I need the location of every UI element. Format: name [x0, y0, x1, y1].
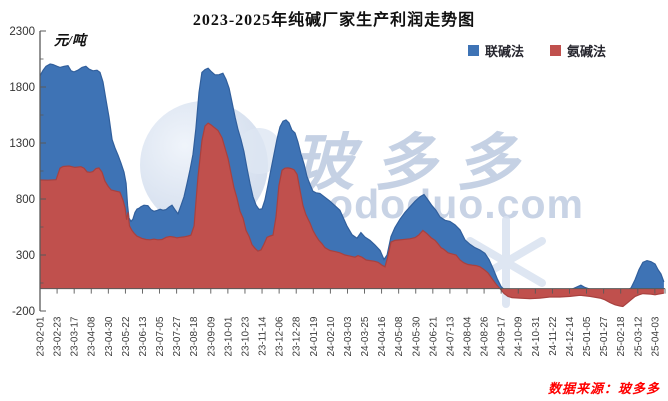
- x-tick-label: 23-02-01: [36, 316, 47, 356]
- legend-label-anjianfa: 氨碱法: [567, 44, 607, 59]
- x-tick-label: 24-10-31: [531, 316, 542, 356]
- x-tick-label: 24-10-09: [514, 316, 525, 356]
- x-tick-label: 23-09-09: [206, 316, 217, 356]
- x-tick-label: 24-08-04: [463, 316, 474, 356]
- x-tick-label: 24-11-22: [548, 316, 559, 356]
- y-axis-unit-label: 元/吨: [54, 34, 86, 49]
- x-tick-label: 24-03-25: [360, 316, 371, 356]
- y-tick-label: 1800: [9, 82, 35, 94]
- legend-swatch-blue-icon: [468, 45, 479, 56]
- legend-item-lianjianfa: 联碱法: [468, 41, 524, 60]
- x-tick-label: 23-06-13: [138, 316, 149, 356]
- x-tick-label: 25-03-12: [633, 316, 644, 356]
- y-tick-label: -200: [12, 306, 35, 318]
- x-tick-label: 23-07-05: [155, 316, 166, 356]
- x-tick-label: 24-05-30: [411, 316, 422, 356]
- x-tick-label: 24-06-21: [428, 316, 439, 356]
- x-tick-label: 24-03-03: [343, 316, 354, 356]
- y-tick-label: 300: [16, 250, 35, 262]
- x-tick-label: 24-08-26: [480, 316, 491, 356]
- x-tick-label: 23-11-14: [258, 316, 269, 356]
- legend-item-anjianfa: 氨碱法: [550, 41, 606, 60]
- x-tick-label: 23-04-08: [87, 316, 98, 356]
- y-tick-label: 2300: [9, 26, 35, 38]
- y-tick-label: 1300: [9, 138, 35, 150]
- x-tick-label: 23-08-18: [189, 316, 200, 356]
- x-tick-label: 23-03-17: [70, 316, 81, 356]
- y-tick-label: 800: [16, 194, 35, 206]
- x-tick-label: 23-10-01: [223, 316, 234, 356]
- chart-title: 2023-2025年纯碱厂家生产利润走势图: [192, 12, 476, 29]
- x-tick-label: 25-01-05: [582, 316, 593, 356]
- x-tick-label: 24-04-16: [377, 316, 388, 356]
- x-tick-label: 23-10-23: [241, 316, 252, 356]
- legend-swatch-red-icon: [550, 45, 562, 56]
- x-tick-label: 25-04-03: [650, 316, 661, 356]
- x-tick-label: 24-12-14: [565, 316, 576, 356]
- x-tick-label: 23-12-28: [292, 316, 303, 356]
- area-series-1: [40, 123, 664, 307]
- x-tick-label: 23-02-23: [53, 316, 64, 356]
- x-tick-label: 24-02-10: [326, 316, 337, 356]
- x-tick-label: 25-02-18: [616, 316, 627, 356]
- chart-legend: 联碱法 氨碱法: [468, 41, 606, 60]
- x-tick-label: 24-01-19: [309, 316, 320, 356]
- x-tick-label: 23-05-22: [121, 316, 132, 356]
- x-tick-label: 24-09-17: [497, 316, 508, 356]
- data-source-note: 数据来源：玻多多: [547, 381, 660, 396]
- x-tick-label: 23-12-06: [275, 316, 286, 356]
- x-tick-label: 24-07-13: [445, 316, 456, 356]
- x-tick-label: 23-07-27: [172, 316, 183, 356]
- x-tick-label: 24-05-08: [394, 316, 405, 356]
- legend-label-lianjianfa: 联碱法: [485, 44, 525, 59]
- x-tick-label: 23-04-30: [104, 316, 115, 356]
- x-tick-label: 25-01-27: [599, 316, 610, 356]
